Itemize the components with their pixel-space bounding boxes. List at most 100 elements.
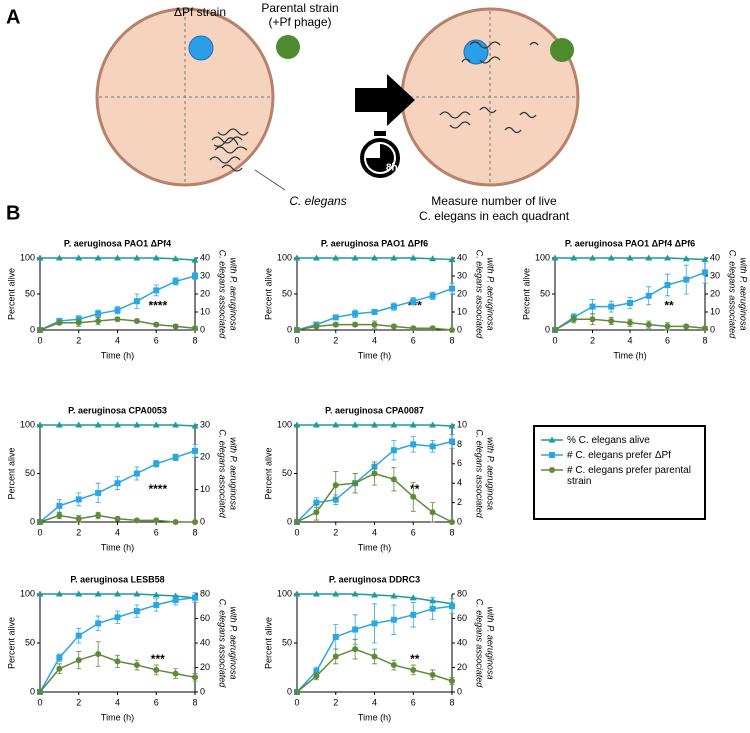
y2-axis-label: C. elegans associated (218, 250, 228, 340)
y2-tick-label: 60 (200, 613, 210, 623)
marker (390, 476, 397, 483)
y2-tick-label: 10 (200, 484, 210, 494)
y-tick-label: 0 (287, 324, 292, 334)
marker (352, 480, 359, 487)
marker (114, 658, 121, 665)
marker (152, 421, 160, 428)
chart-title: P. aeruginosa PAO1 ΔPf6 (321, 238, 428, 248)
marker (172, 597, 179, 604)
y2-tick-label: 40 (200, 637, 210, 647)
x-axis-label: Time (h) (358, 350, 391, 360)
marker (410, 493, 417, 500)
marker (429, 509, 436, 516)
x-tick-label: 8 (192, 335, 197, 345)
panel-label: B (6, 202, 20, 224)
marker (701, 255, 709, 262)
chart-title: P. aeruginosa PAO1 ΔPf4 (64, 238, 171, 248)
y2-tick-label: 2 (457, 497, 462, 507)
y-tick-label: 100 (277, 588, 292, 598)
y-tick-label: 100 (277, 252, 292, 262)
marker (293, 254, 301, 261)
marker (332, 633, 339, 640)
x-tick-label: 0 (37, 527, 42, 537)
y2-tick-label: 60 (457, 613, 467, 623)
marker (153, 287, 160, 294)
marker (390, 447, 397, 454)
marker (645, 254, 653, 261)
marker (56, 512, 63, 519)
marker (172, 670, 179, 677)
y2-axis-label: C. elegans associated (475, 250, 485, 340)
annotation: ** (410, 652, 420, 666)
marker (332, 421, 340, 428)
marker (114, 254, 121, 261)
marker (94, 590, 102, 597)
marker (371, 470, 378, 477)
y2-tick-label: 10 (710, 306, 720, 316)
marker (683, 323, 690, 330)
y2-tick-label: 0 (457, 324, 462, 334)
marker (371, 254, 378, 261)
marker (95, 310, 102, 317)
x-tick-label: 2 (333, 335, 338, 345)
marker (313, 673, 320, 680)
marker (293, 590, 301, 597)
x-axis-label: Time (h) (101, 712, 134, 722)
marker (551, 254, 559, 261)
x-tick-label: 4 (627, 335, 632, 345)
y2-axis-label: with P. aeruginosa (229, 607, 239, 680)
marker (114, 480, 121, 487)
y2-axis-label: C. elegans associated (218, 599, 228, 689)
annotation: ** (410, 482, 420, 496)
marker (114, 515, 121, 522)
marker (332, 314, 339, 321)
marker (95, 489, 102, 496)
marker (429, 255, 437, 262)
marker (664, 282, 671, 288)
marker (552, 327, 558, 333)
marker (410, 441, 417, 448)
y-axis-label: Percent alive (263, 617, 273, 669)
marker (294, 327, 300, 333)
y2-tick-label: 10 (200, 306, 210, 316)
x-tick-label: 6 (411, 527, 416, 537)
legend-entry: # C. elegans prefer parental strain (541, 465, 698, 487)
marker (95, 318, 102, 324)
marker (390, 592, 398, 599)
marker (55, 421, 63, 428)
x-tick-label: 8 (192, 527, 197, 537)
marker (56, 502, 63, 509)
label: Measure number of live (431, 194, 557, 208)
marker (114, 590, 121, 597)
marker (312, 254, 320, 261)
y2-axis-label: C. elegans associated (728, 250, 738, 340)
marker (627, 319, 633, 326)
y2-tick-label: 0 (457, 686, 462, 696)
x-tick-label: 4 (372, 335, 377, 345)
y-tick-label: 0 (30, 516, 35, 526)
legend-label: # C. elegans prefer parental strain (567, 465, 691, 487)
marker (313, 668, 320, 675)
legend-icon (541, 436, 563, 443)
marker (410, 298, 417, 305)
x-tick-label: 2 (76, 697, 81, 707)
y2-tick-label: 30 (710, 270, 720, 280)
marker (36, 590, 44, 597)
y2-axis-label: with P. aeruginosa (486, 607, 496, 680)
marker (352, 626, 359, 633)
x-tick-label: 0 (294, 527, 299, 537)
marker (390, 254, 398, 261)
marker (449, 677, 455, 684)
marker (293, 421, 301, 428)
marker (37, 327, 43, 333)
marker (37, 519, 43, 525)
y-tick-label: 0 (545, 324, 550, 334)
y2-tick-label: 40 (457, 252, 467, 262)
marker (75, 590, 83, 597)
x-tick-label: 2 (76, 335, 81, 345)
marker (294, 519, 300, 525)
y-axis-label: Percent alive (6, 268, 16, 320)
marker (390, 323, 397, 330)
chart-title: P. aeruginosa CPA0087 (325, 405, 424, 415)
